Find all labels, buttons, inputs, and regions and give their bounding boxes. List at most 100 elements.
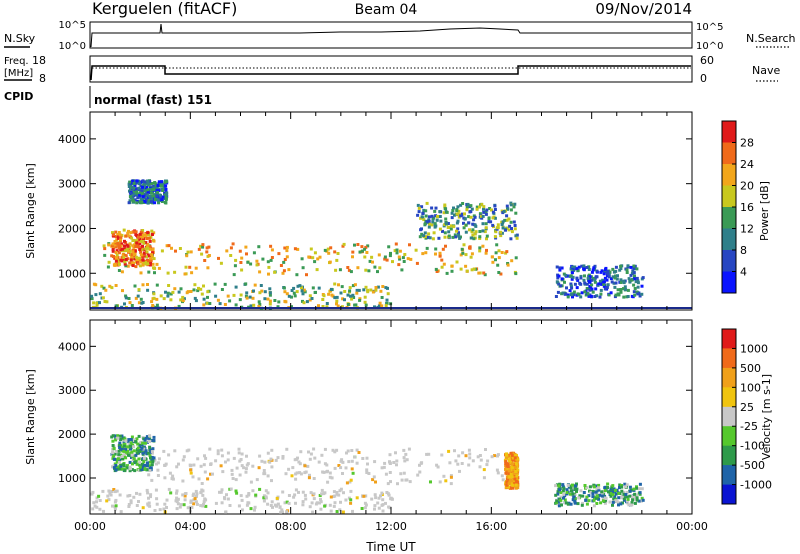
echo-cell (628, 279, 632, 282)
echo-cell (608, 270, 612, 274)
echo-cell (292, 286, 296, 290)
echo-cell (501, 220, 505, 224)
echo-cell (294, 477, 298, 481)
echo-cell (371, 260, 374, 264)
echo-cell (566, 274, 570, 278)
echo-cell (230, 472, 234, 476)
echo-cell (423, 231, 427, 235)
echo-cell (138, 264, 142, 268)
echo-cell (508, 475, 512, 479)
echo-cell (326, 469, 329, 473)
echo-cell (237, 504, 241, 508)
echo-cell (566, 293, 570, 297)
echo-cell (555, 265, 559, 269)
echo-cell (146, 288, 150, 292)
echo-cell (320, 492, 324, 496)
echo-cell (142, 199, 146, 203)
echo-cell (485, 237, 488, 241)
echo-cell (627, 503, 631, 507)
echo-cell (281, 455, 285, 458)
echo-cell (430, 223, 434, 227)
freq-tick-low: 8 (39, 72, 46, 85)
echo-cell (373, 504, 377, 508)
echo-cell (151, 194, 155, 198)
echo-cell (562, 492, 566, 496)
echo-cell (632, 271, 636, 275)
echo-cell (476, 455, 480, 459)
echo-cell (249, 507, 253, 511)
echo-cell (505, 214, 509, 218)
echo-cell (149, 260, 153, 264)
echo-cell (283, 246, 287, 250)
echo-cell (509, 451, 513, 455)
echo-cell (114, 235, 118, 238)
echo-cell (585, 486, 589, 489)
echo-cell (564, 292, 568, 296)
echo-cell (337, 464, 341, 467)
echo-cell (636, 281, 640, 285)
echo-cell (640, 284, 644, 288)
echo-cell (514, 272, 518, 276)
echo-cell (155, 283, 159, 287)
echo-cell (194, 489, 198, 493)
echo-cell (575, 267, 579, 271)
velocity-x-ticks: 00:00 04:00 08:00 12:00 16:00 20:00 00:00 (74, 320, 708, 533)
echo-cell (175, 465, 179, 469)
echo-cell (149, 256, 153, 260)
echo-cell (507, 472, 511, 476)
echo-cell (273, 270, 277, 274)
echo-cell (399, 472, 403, 476)
echo-cell (468, 246, 472, 250)
echo-cell (138, 445, 142, 449)
echo-cell (132, 182, 136, 186)
echo-cell (129, 501, 133, 505)
echo-cell (558, 266, 562, 270)
echo-cell (465, 208, 469, 212)
echo-cell (506, 466, 510, 470)
echo-cell (150, 478, 154, 482)
echo-cell (509, 220, 513, 224)
echo-cell (378, 266, 382, 270)
echo-cell (425, 201, 429, 205)
echo-cell (115, 253, 119, 257)
echo-cell (107, 260, 111, 264)
echo-cell (512, 456, 516, 460)
echo-cell (139, 184, 143, 188)
echo-cell (592, 483, 596, 487)
echo-cell (604, 496, 608, 500)
echo-cell (598, 279, 602, 283)
echo-cell (400, 478, 404, 482)
echo-cell (573, 499, 577, 503)
echo-cell (428, 236, 432, 240)
echo-cell (566, 483, 570, 487)
echo-cell (135, 241, 139, 245)
echo-cell (92, 301, 96, 305)
echo-cell (145, 193, 149, 197)
echo-cell (105, 300, 109, 304)
echo-cell (502, 210, 506, 213)
echo-cell (588, 288, 592, 292)
echo-cell (115, 460, 119, 464)
echo-cell (333, 296, 337, 300)
echo-cell (150, 300, 154, 304)
echo-cell (630, 494, 633, 498)
noise-panel-frame (89, 21, 693, 49)
echo-cell (112, 255, 115, 258)
echo-cell (569, 282, 573, 286)
echo-cell (626, 295, 630, 298)
echo-cell (155, 497, 159, 501)
echo-cell (447, 225, 451, 229)
echo-cell (478, 236, 482, 240)
echo-cell (277, 252, 281, 256)
echo-cell (641, 276, 645, 280)
cpid-value: normal (fast) 151 (94, 93, 212, 107)
echo-cell (624, 485, 627, 489)
echo-cell (122, 440, 126, 444)
echo-cell (430, 214, 434, 218)
echo-cell (308, 457, 312, 461)
echo-cell (373, 493, 377, 497)
echo-cell (585, 495, 589, 499)
echo-cell (560, 503, 563, 507)
echo-cell (249, 262, 253, 266)
